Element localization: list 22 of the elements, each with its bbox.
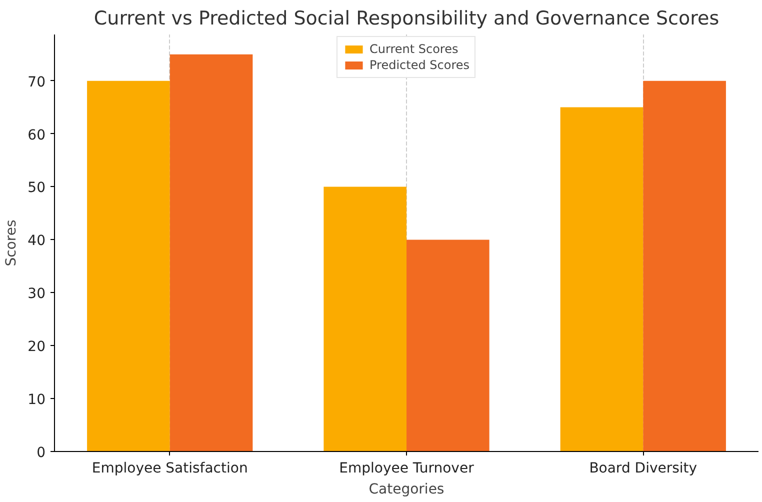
bar bbox=[324, 186, 406, 452]
y-tick-label: 40 bbox=[28, 233, 46, 250]
y-axis-title: Scores bbox=[4, 220, 20, 266]
x-tick-label: Board Diversity bbox=[589, 460, 698, 476]
legend-label: Current Scores bbox=[369, 42, 458, 56]
y-tick-label: 60 bbox=[28, 127, 46, 144]
bar bbox=[87, 80, 170, 452]
x-tick-label: Employee Satisfaction bbox=[92, 460, 248, 476]
bar bbox=[560, 107, 644, 452]
bar bbox=[643, 80, 726, 452]
bar bbox=[406, 240, 490, 452]
x-tick-label: Employee Turnover bbox=[339, 460, 474, 476]
legend-label: Predicted Scores bbox=[369, 58, 470, 72]
y-tick-label: 70 bbox=[28, 74, 46, 90]
bar bbox=[170, 54, 253, 452]
chart-title: Current vs Predicted Social Responsibility and Governance Scores bbox=[94, 8, 720, 30]
y-tick-label: 30 bbox=[28, 286, 46, 302]
y-tick-label: 10 bbox=[28, 392, 46, 408]
y-tick-label: 0 bbox=[36, 445, 46, 461]
y-tick-label: 20 bbox=[28, 339, 46, 356]
x-axis-title: Categories bbox=[368, 482, 444, 498]
y-tick-label: 50 bbox=[28, 180, 46, 196]
